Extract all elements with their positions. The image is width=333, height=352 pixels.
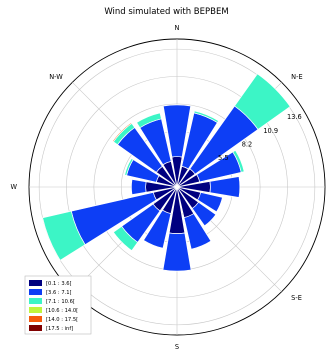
- wind-bar-segment: [112, 122, 133, 143]
- legend-swatch: [29, 307, 42, 313]
- legend-label: [14.0 : 17.5[: [46, 317, 78, 323]
- wind-bar-segment: [112, 225, 139, 252]
- direction-label: S: [175, 343, 179, 351]
- wind-bar-segment: [191, 201, 217, 227]
- direction-label: N-W: [49, 73, 63, 81]
- legend-label: [17.5 : inf]: [46, 326, 73, 332]
- direction-label: S-E: [291, 294, 302, 302]
- legend-label: [10.6 : 14.0[: [46, 308, 78, 314]
- wind-bar-segment: [232, 149, 245, 173]
- wind-bar-segment: [162, 232, 192, 272]
- direction-label: N: [175, 24, 180, 32]
- wind-bar-segment: [131, 178, 147, 196]
- direction-label: W: [10, 183, 17, 191]
- legend-swatch: [29, 289, 42, 295]
- radial-tick-label: 5.5: [218, 154, 229, 162]
- legend-swatch: [29, 280, 42, 286]
- wind-bar-segment: [162, 104, 192, 158]
- legend-label: [0.1 : 3.6[: [46, 281, 72, 287]
- wind-bar-segment: [197, 192, 223, 213]
- radial-tick-label: 8.2: [242, 140, 253, 148]
- wind-bars: [42, 73, 291, 272]
- wind-bar-segment: [209, 176, 241, 198]
- legend-label: [7.1 : 10.6[: [46, 299, 75, 305]
- legend-swatch: [29, 298, 42, 304]
- legend: [0.1 : 3.6[ [3.6 : 7.1[ [7.1 : 10.6[ [10.6 …: [24, 275, 92, 335]
- wind-bar-segment: [143, 209, 172, 249]
- wind-bar-segment: [193, 110, 219, 124]
- radial-tick-label: 13.6: [287, 113, 302, 121]
- direction-label: N-E: [291, 73, 302, 81]
- radial-tick-label: 10.9: [263, 127, 278, 135]
- wind-bar-segment: [234, 73, 291, 130]
- chart-title: Wind simulated with BEPBEM: [104, 7, 229, 17]
- legend-label: [3.6 : 7.1[: [46, 290, 72, 296]
- wind-bar-segment: [183, 213, 212, 250]
- legend-swatch: [29, 316, 42, 322]
- wind-bar-segment: [136, 112, 162, 129]
- wind-bar-segment: [42, 210, 86, 261]
- wind-bar-segment: [124, 157, 134, 176]
- legend-swatch: [29, 325, 42, 331]
